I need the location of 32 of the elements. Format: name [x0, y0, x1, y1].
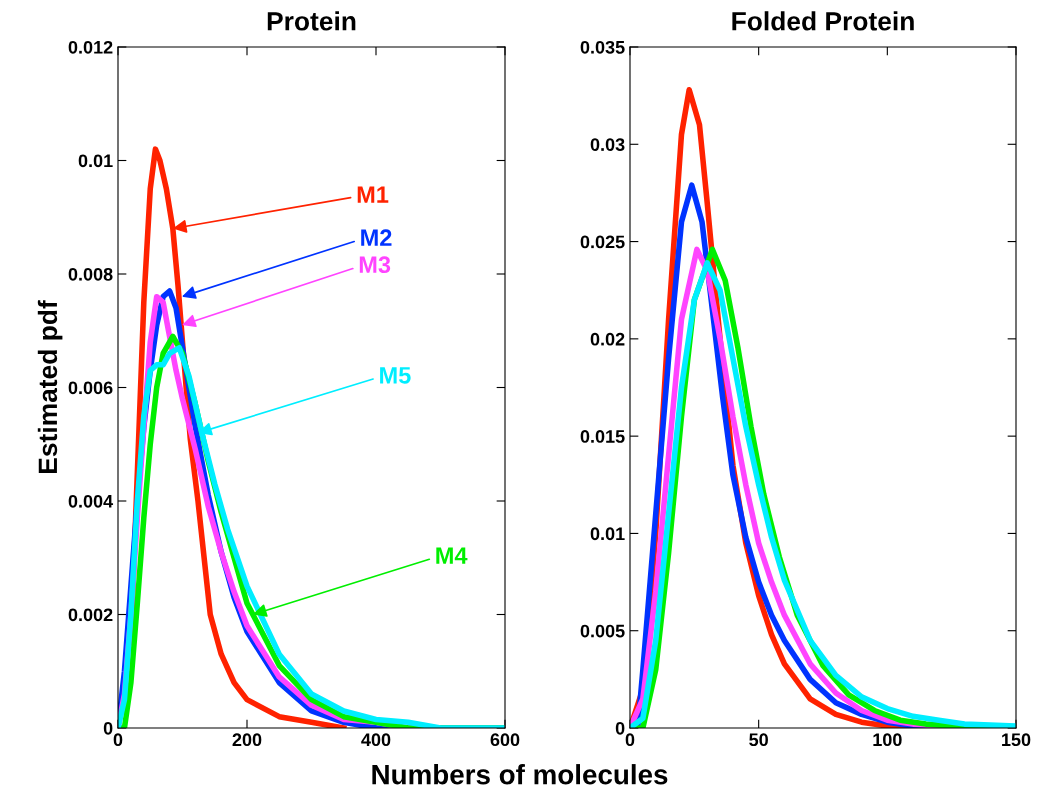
- x-tick-label: 50: [749, 733, 768, 747]
- y-tick-label: 0.02: [590, 332, 625, 346]
- y-tick-label: 0.015: [580, 430, 625, 443]
- y-tick-label: 0.004: [68, 494, 114, 508]
- x-tick-label: 100: [873, 733, 902, 747]
- annotation: M4: [436, 547, 468, 564]
- y-tick-label: 0: [615, 721, 625, 735]
- y-tick-label: 0.03: [590, 138, 625, 152]
- y-tick-label: 0.008: [68, 267, 113, 281]
- annotation: M3: [359, 256, 391, 274]
- chart-title: Protein: [267, 11, 356, 31]
- y-tick-label: 0.002: [68, 608, 113, 622]
- x-tick-label: 150: [1002, 733, 1031, 747]
- annotation: M5: [380, 367, 411, 384]
- y-tick-label: 0: [103, 721, 113, 735]
- y-tick-label: 0.01: [590, 527, 625, 541]
- y-tick-label: 0.025: [580, 235, 625, 249]
- annotation: M2: [361, 229, 392, 246]
- x-tick-label: 0: [625, 733, 635, 747]
- y-tick-label: 0.035: [580, 40, 625, 54]
- x-tick-label: 200: [232, 733, 262, 747]
- chart-title: Folded Protein: [732, 11, 914, 31]
- x-tick-label: 600: [490, 733, 520, 747]
- y-tick-label: 0.01: [78, 154, 113, 168]
- y-axis-title: Estimated pdf: [37, 300, 63, 473]
- y-tick-label: 0.012: [68, 40, 113, 54]
- x-tick-label: 0: [113, 733, 123, 747]
- y-tick-label: 0.006: [68, 381, 113, 395]
- annotation: M1: [357, 186, 389, 203]
- y-tick-label: 0.005: [580, 624, 625, 638]
- x-axis-title: Numbers of molecules: [372, 764, 668, 785]
- x-tick-label: 400: [361, 733, 391, 747]
